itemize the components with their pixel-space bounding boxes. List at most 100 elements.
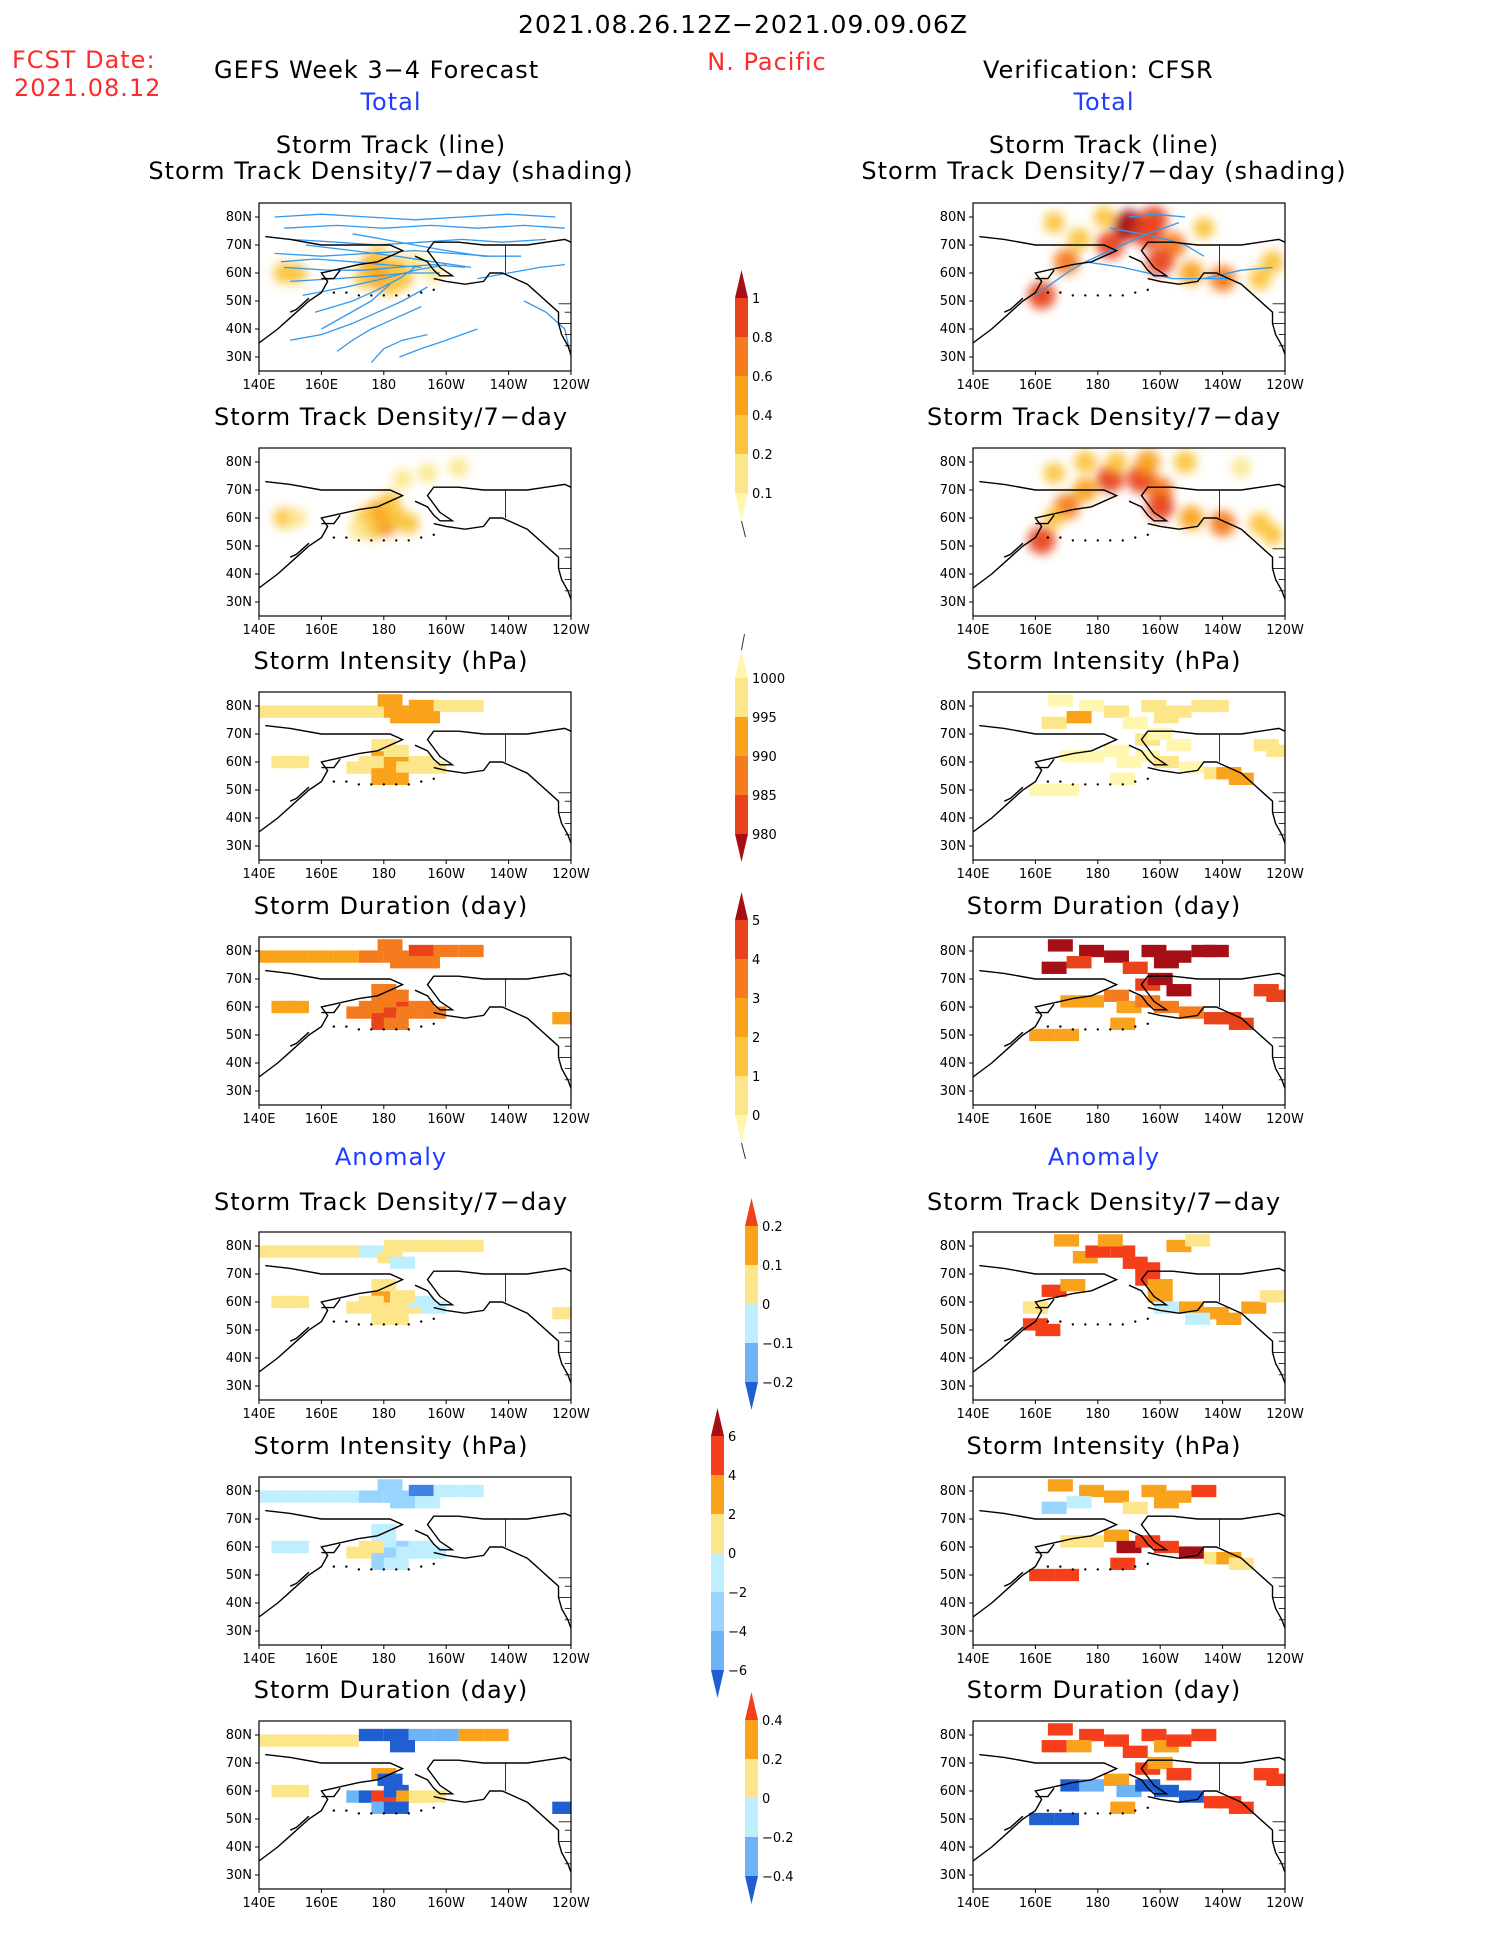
grid-cell [390, 956, 415, 969]
grid-cell [333, 1245, 359, 1258]
grid-cell [1166, 739, 1192, 752]
colorbar-segment [745, 1837, 758, 1876]
fcst-density-map: 80N 70N 60N 50N 40N 30N 140E 160E 180 160W 140W 120… [215, 447, 590, 638]
lat-tick-label: 80N [226, 699, 252, 714]
lon-tick-label: 120W [1266, 1407, 1304, 1422]
aleutian-island [1146, 777, 1149, 780]
grid-cell [259, 705, 284, 718]
fcst-tracks-map: 80N 70N 60N 50N 40N 30N 140E 160E 180 160W 140W 120… [215, 202, 590, 393]
fcst-intensity-anom-title: Storm Intensity (hPa) [253, 1432, 529, 1460]
map-area [259, 694, 571, 844]
grid-cell [1228, 772, 1254, 785]
grid-cell [1104, 989, 1129, 1002]
colorbar-top-triangle [735, 270, 748, 298]
colorbar-label: 1 [752, 292, 760, 307]
grid-cell [1166, 1734, 1192, 1747]
aleutian-island [420, 536, 423, 539]
grid-cell [1266, 744, 1285, 757]
colorbar-segment [745, 1304, 758, 1343]
aleutian-island [370, 1568, 373, 1571]
map-svg: 80N 70N 60N 50N 40N 30N 140E 160E 180 160W 140W 120… [940, 1231, 1304, 1422]
aleutian-island [1071, 1568, 1075, 1571]
map-frame [972, 936, 1286, 1106]
map-svg: 80N 70N 60N 50N 40N 30N 140E 160E 180 160W 140W 120… [940, 691, 1304, 882]
aleutian-island [1109, 1323, 1112, 1326]
lat-tick-label: 30N [226, 1624, 252, 1639]
map-frame [972, 1476, 1286, 1646]
density-cell [1231, 457, 1252, 478]
aleutian-island [345, 1025, 348, 1028]
colorbar-segment [735, 1037, 748, 1076]
lon-tick-label: 180 [1085, 623, 1110, 638]
density-cell [349, 519, 369, 539]
obs-duration-title: Storm Duration (day) [966, 892, 1242, 920]
colorbar-segment [745, 1798, 758, 1837]
grid-cell [1153, 1784, 1179, 1798]
grid-cell [1104, 1490, 1129, 1503]
coastline [1147, 761, 1285, 844]
storm-track-line [1128, 213, 1186, 218]
colorbar-top-triangle [711, 1408, 724, 1436]
lon-tick-label: 160W [427, 1652, 465, 1667]
aleutian-island [1134, 780, 1137, 783]
colorbar-label: −0.4 [762, 1870, 794, 1885]
grid-cell [390, 711, 415, 724]
grid-cell [1104, 1773, 1129, 1786]
lat-tick-label: 30N [226, 1084, 252, 1099]
grid-cell [390, 1256, 415, 1269]
lon-tick-label: 120W [552, 378, 590, 393]
lon-tick-label: 120W [552, 1896, 590, 1911]
density-cell [1193, 217, 1215, 239]
density-shading [1027, 449, 1284, 555]
aleutian-island [1121, 1568, 1124, 1571]
map-frame [258, 1476, 572, 1646]
aleutian-island [1046, 1320, 1050, 1323]
aleutian-island [357, 294, 361, 297]
colorbar-label: 4 [728, 1469, 736, 1484]
lat-tick-label: 70N [940, 1267, 966, 1282]
grid-cell [358, 1000, 384, 1014]
aleutian-island [1121, 539, 1124, 542]
lat-tick-label: 50N [940, 1323, 966, 1338]
aleutian-island [1121, 1323, 1124, 1326]
grid-cell [1135, 750, 1161, 763]
grid-cell [383, 1557, 409, 1570]
grid-cell [390, 1740, 415, 1753]
density-cell [392, 469, 413, 489]
coastline [433, 1006, 571, 1089]
lat-tick-label: 70N [226, 1756, 252, 1771]
lon-tick-label: 140W [1204, 1896, 1242, 1911]
aleutian-island [370, 1812, 373, 1815]
lon-tick-label: 140E [956, 623, 989, 638]
lat-tick-label: 60N [226, 511, 252, 526]
grid-cell [1116, 1000, 1142, 1014]
map-svg: 80N 70N 60N 50N 40N 30N 140E 160E 180 160W 140W 120… [940, 447, 1304, 638]
grid-cell [1047, 1723, 1073, 1736]
colorbar-segment [711, 1631, 724, 1670]
lon-tick-label: 160W [427, 1112, 465, 1127]
lat-tick-label: 70N [940, 238, 966, 253]
lat-tick-label: 80N [940, 699, 966, 714]
grid-cell [283, 1295, 309, 1309]
lat-tick-label: 70N [226, 238, 252, 253]
coastline [1003, 1031, 1024, 1047]
obs-tracks-title1: Storm Track (line) [988, 131, 1220, 159]
coastline [289, 1571, 310, 1587]
aleutian-island [395, 1028, 398, 1031]
aleutian-island [345, 1320, 348, 1323]
grid-cell [1166, 1490, 1192, 1503]
density-cell [1209, 510, 1236, 537]
aleutian-island [432, 288, 435, 291]
coastline [1128, 238, 1285, 277]
lat-tick-label: 60N [226, 1295, 252, 1310]
lon-tick-label: 180 [1085, 1652, 1110, 1667]
lat-tick-label: 40N [940, 1351, 966, 1366]
lat-tick-label: 40N [940, 1056, 966, 1071]
colorbar-label: 1000 [752, 672, 785, 687]
map-area [973, 206, 1285, 355]
lon-tick-label: 120W [552, 1112, 590, 1127]
grid-cell [1047, 1479, 1073, 1492]
density-shading [1027, 206, 1284, 310]
aleutian-island [395, 539, 398, 542]
lat-tick-label: 50N [226, 783, 252, 798]
